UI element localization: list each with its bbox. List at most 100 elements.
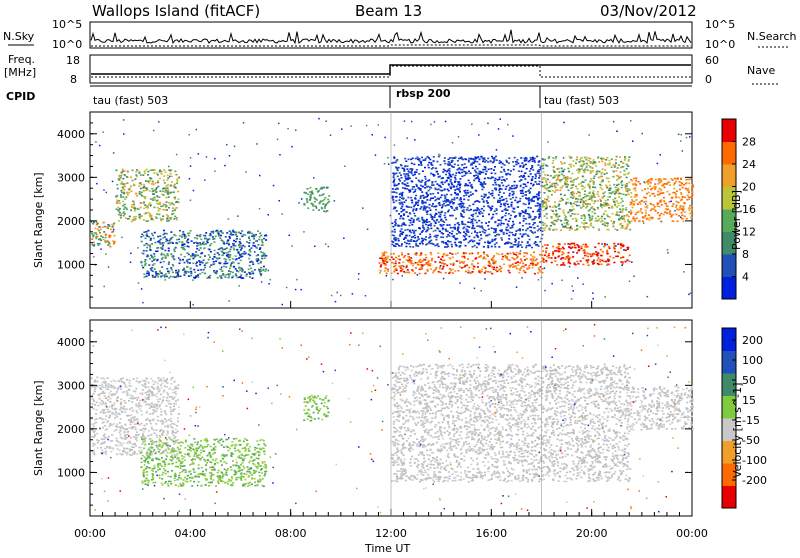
scatter-point <box>450 258 452 260</box>
scatter-point <box>199 262 201 264</box>
scatter-point <box>467 258 469 260</box>
scatter-point <box>687 188 689 190</box>
scatter-speckle <box>209 235 211 237</box>
scatter-point <box>657 212 659 214</box>
scatter-point <box>588 264 590 266</box>
scatter-point <box>416 252 418 254</box>
scatter-point <box>403 238 405 240</box>
scatter-point <box>425 239 427 241</box>
scatter-point <box>479 270 481 272</box>
scatter-point <box>135 171 137 173</box>
scatter-point <box>152 257 154 259</box>
scatter-point <box>609 185 611 187</box>
scatter-point <box>477 253 479 255</box>
scatter-point <box>468 180 470 182</box>
scatter-point <box>174 276 176 278</box>
scatter-point <box>112 226 114 228</box>
scatter-point <box>424 167 426 169</box>
nsearch-tick-top: 10^5 <box>705 18 735 31</box>
scatter-point <box>168 207 170 209</box>
scatter-point <box>479 159 481 161</box>
scatter-point <box>499 191 501 193</box>
scatter-point <box>252 277 254 279</box>
scatter-point <box>489 242 491 244</box>
scatter-point <box>538 164 540 166</box>
scatter-point <box>153 443 155 445</box>
scatter-speckle <box>572 285 574 287</box>
scatter-point <box>640 208 642 210</box>
scatter-point <box>581 164 583 166</box>
scatter-point <box>249 265 251 267</box>
scatter-point <box>254 269 256 271</box>
scatter-point <box>551 262 553 264</box>
scatter-point <box>119 208 121 210</box>
scatter-point <box>423 227 425 229</box>
scatter-point <box>497 225 499 227</box>
scatter-point <box>412 186 414 188</box>
scatter-point <box>411 260 413 262</box>
scatter-point <box>435 239 437 241</box>
scatter-point <box>187 246 189 248</box>
scatter-point <box>165 413 167 415</box>
scatter-point <box>514 235 516 237</box>
scatter-point <box>687 195 689 197</box>
scatter-point <box>608 181 610 183</box>
scatter-point <box>435 209 437 211</box>
scatter-point <box>188 254 190 256</box>
scatter-point <box>493 255 495 257</box>
scatter-point <box>397 238 399 240</box>
scatter-point <box>117 188 119 190</box>
scatter-point <box>524 160 526 162</box>
scatter-point <box>548 156 550 158</box>
scatter-point <box>587 253 589 255</box>
scatter-point <box>543 171 545 173</box>
scatter-point <box>522 225 524 227</box>
scatter-point <box>231 234 233 236</box>
scatter-point <box>528 214 530 216</box>
scatter-point <box>379 262 381 264</box>
scatter-point <box>654 189 656 191</box>
scatter-point <box>567 221 569 223</box>
scatter-point <box>218 233 220 235</box>
scatter-point <box>430 252 432 254</box>
scatter-point <box>455 175 457 177</box>
scatter-point <box>663 214 665 216</box>
scatter-speckle <box>563 122 565 124</box>
scatter-point <box>410 197 412 199</box>
scatter-point <box>141 443 143 445</box>
scatter-point <box>528 207 530 209</box>
scatter-point <box>411 180 413 182</box>
scatter-point <box>168 202 170 204</box>
scatter-point <box>146 243 148 245</box>
scatter-point <box>422 240 424 242</box>
scatter-speckle <box>593 259 595 261</box>
scatter-point <box>111 440 113 442</box>
scatter-point <box>197 255 199 257</box>
scatter-point <box>167 189 169 191</box>
scatter-point <box>172 210 174 212</box>
scatter-point <box>646 207 648 209</box>
scatter-point <box>230 246 232 248</box>
scatter-point <box>619 224 621 226</box>
scatter-point <box>435 267 437 269</box>
scatter-point <box>213 263 215 265</box>
scatter-speckle <box>613 121 615 123</box>
scatter-point <box>554 171 556 173</box>
scatter-point <box>96 234 98 236</box>
scatter-point <box>156 408 158 410</box>
scatter-speckle <box>388 163 390 165</box>
scatter-point <box>144 204 146 206</box>
scatter-speckle <box>99 145 101 147</box>
scatter-point <box>239 239 241 241</box>
scatter-point <box>558 256 560 258</box>
scatter-point <box>385 264 387 266</box>
scatter-point <box>516 185 518 187</box>
scatter-point <box>394 208 396 210</box>
scatter-point <box>142 174 144 176</box>
scatter-point <box>556 213 558 215</box>
scatter-point <box>136 418 138 420</box>
scatter-point <box>180 254 182 256</box>
scatter-point <box>576 188 578 190</box>
scatter-point <box>246 241 248 243</box>
scatter-point <box>555 156 557 158</box>
